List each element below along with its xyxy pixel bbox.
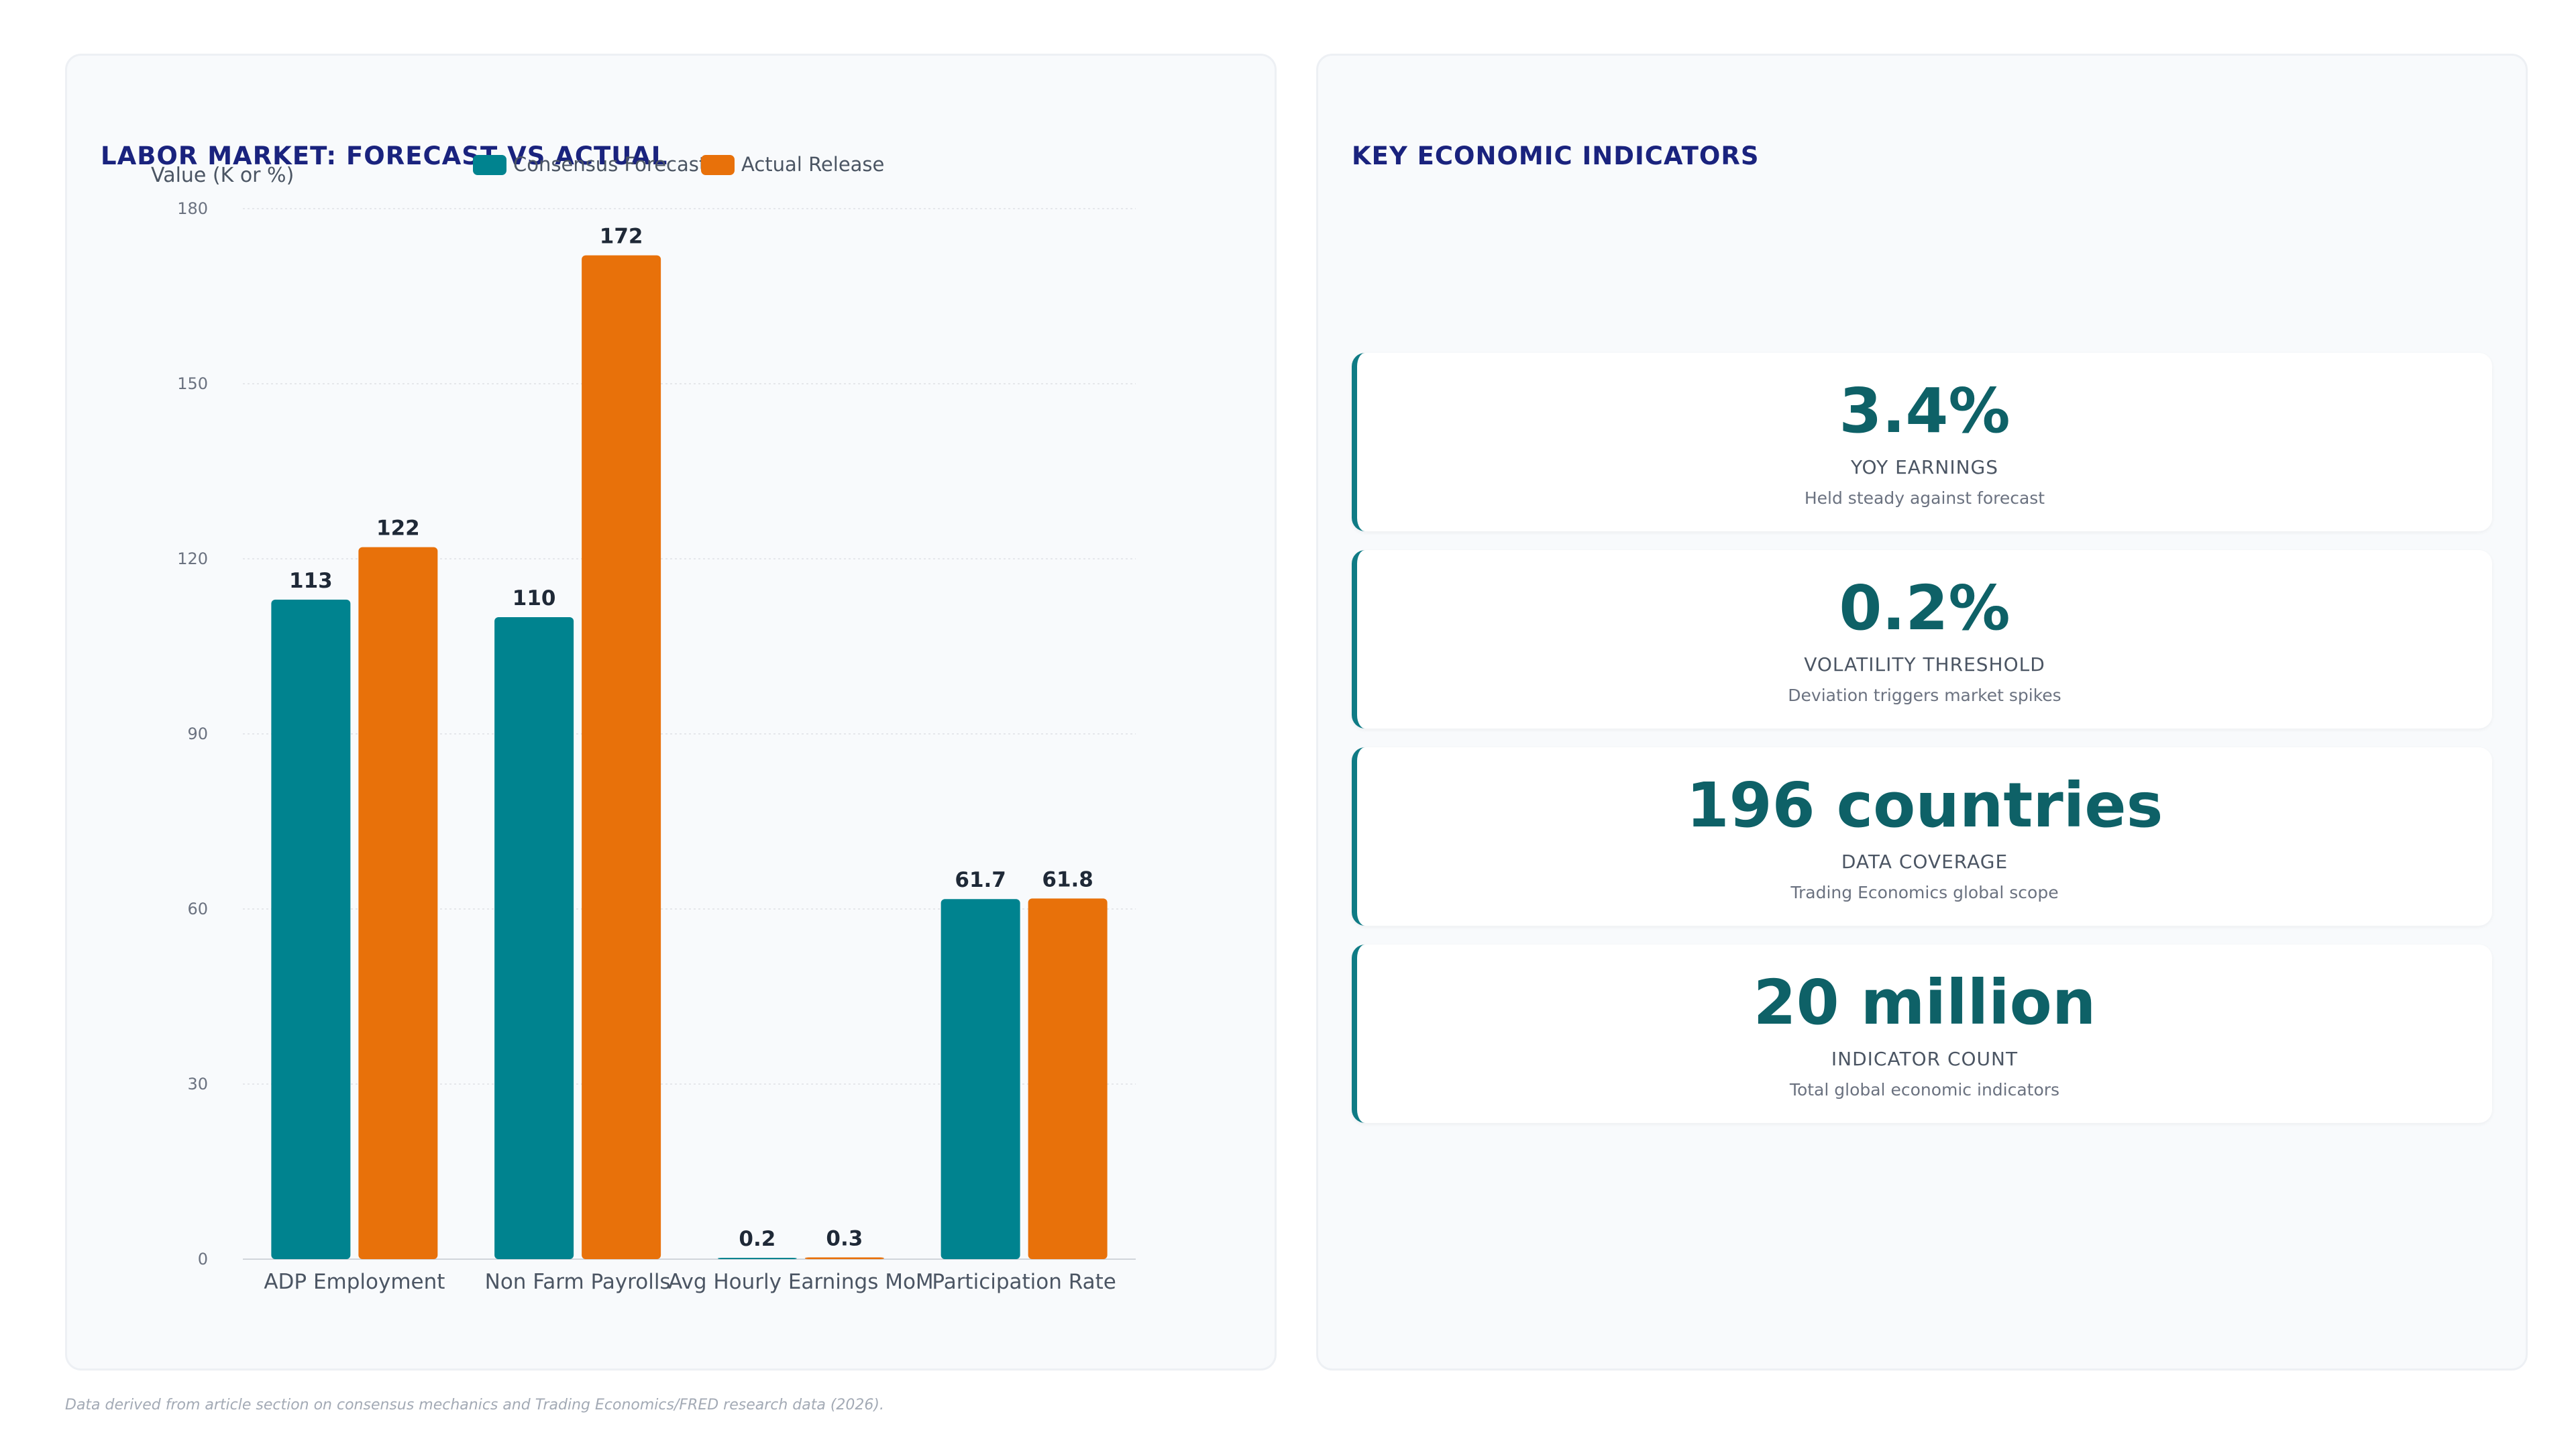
x-tick-label: Avg Hourly Earnings MoM (668, 1270, 934, 1294)
kpi-label: YOY EARNINGS (1850, 456, 1998, 478)
kpi-card-data-coverage: 196 countries DATA COVERAGE Trading Econ… (1352, 747, 2492, 926)
kpi-card-indicator-count: 20 million INDICATOR COUNT Total global … (1352, 945, 2492, 1123)
kpi-value: 20 million (1753, 967, 2096, 1038)
kpi-value: 3.4% (1839, 375, 2010, 447)
y-axis-label: Value (K or %) (151, 164, 294, 187)
kpi-subtext: Deviation triggers market spikes (1788, 686, 2061, 705)
y-tick-label: 150 (177, 374, 208, 393)
y-tick-label: 60 (187, 900, 208, 918)
y-tick-label: 120 (177, 549, 208, 568)
data-label: 113 (289, 569, 333, 593)
kpi-card-yoy-earnings: 3.4% YOY EARNINGS Held steady against fo… (1352, 353, 2492, 531)
kpi-card-volatility-threshold: 0.2% VOLATILITY THRESHOLD Deviation trig… (1352, 550, 2492, 729)
data-label: 61.8 (1042, 867, 1093, 892)
bar-chart: 0 30 60 90 120 150 180 Value (K or %) 113 122 ADP … (151, 153, 1136, 1294)
bar (494, 617, 574, 1259)
indicators-panel: KEY ECONOMIC INDICATORS 3.4% YOY EARNING… (1316, 54, 2528, 1371)
y-tick-label: 0 (198, 1250, 208, 1269)
data-label: 110 (513, 586, 556, 610)
x-tick-label: Non Farm Payrolls (485, 1270, 671, 1294)
bar (358, 547, 438, 1259)
kpi-label: VOLATILITY THRESHOLD (1804, 653, 2045, 676)
indicators-panel-title: KEY ECONOMIC INDICATORS (1352, 142, 1760, 170)
kpi-label: INDICATOR COUNT (1831, 1048, 2019, 1070)
y-tick-label: 30 (187, 1075, 208, 1093)
bar (941, 899, 1020, 1259)
chart-panel: LABOR MARKET: FORECAST VS ACTUAL 0 30 60 90… (65, 54, 1277, 1371)
bar (582, 255, 661, 1260)
legend-label: Actual Release (741, 153, 884, 176)
legend-swatch (473, 155, 506, 175)
chart-panel-title: LABOR MARKET: FORECAST VS ACTUAL (101, 142, 668, 170)
legend-label: Consensus Forecast (513, 153, 706, 176)
legend-swatch (701, 155, 735, 175)
kpi-value: 0.2% (1839, 572, 2010, 644)
footnote: Data derived from article section on con… (65, 1397, 884, 1413)
kpi-value: 196 countries (1686, 769, 2163, 841)
kpi-subtext: Total global economic indicators (1789, 1080, 2060, 1099)
data-label: 0.2 (739, 1227, 775, 1251)
kpi-subtext: Held steady against forecast (1804, 488, 2045, 508)
x-tick-label: ADP Employment (264, 1270, 445, 1294)
bar (1028, 898, 1108, 1259)
kpi-subtext: Trading Economics global scope (1790, 883, 2059, 902)
bar (271, 599, 351, 1259)
data-label: 0.3 (826, 1226, 863, 1250)
x-tick-label: Participation Rate (932, 1270, 1116, 1294)
data-label: 122 (376, 517, 420, 541)
data-label: 61.7 (955, 868, 1006, 892)
y-tick-label: 180 (177, 199, 208, 218)
kpi-label: DATA COVERAGE (1841, 851, 2008, 873)
bar (717, 1258, 797, 1259)
data-label: 172 (600, 225, 643, 249)
y-tick-label: 90 (187, 724, 208, 743)
bar (804, 1257, 884, 1259)
